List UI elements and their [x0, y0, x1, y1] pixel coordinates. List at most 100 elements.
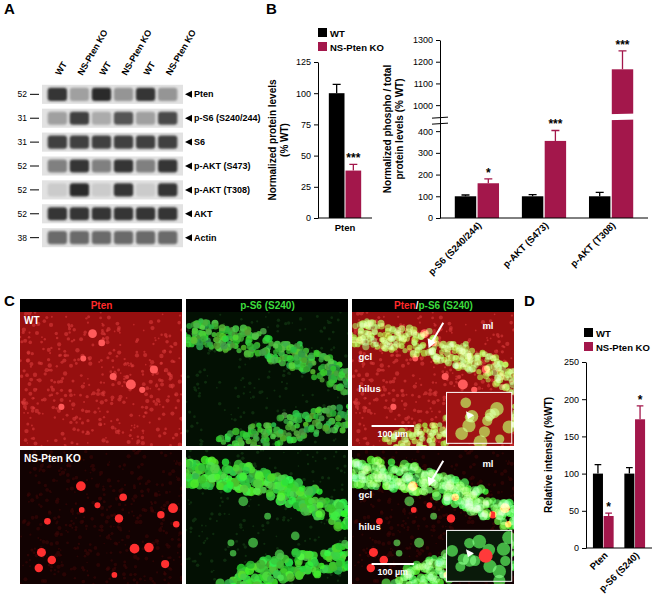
speckle [149, 421, 151, 423]
speckle [413, 421, 416, 424]
bar [522, 196, 543, 218]
cell [358, 328, 365, 335]
speckle [180, 329, 182, 332]
speckle [111, 383, 114, 386]
speckle [167, 371, 171, 375]
cell [230, 343, 235, 348]
mw-tick [30, 166, 39, 167]
cell [232, 325, 239, 332]
speckle [122, 431, 124, 433]
speckle [170, 345, 173, 348]
speckle [115, 322, 119, 326]
cell [278, 429, 283, 434]
speckle [77, 428, 80, 431]
speckle [162, 412, 166, 416]
speckle [442, 396, 446, 400]
speckle [417, 317, 419, 319]
cell [245, 329, 251, 335]
speckle [316, 315, 319, 318]
speckle [75, 348, 79, 352]
speckle [69, 400, 71, 402]
speckle [24, 388, 27, 391]
speckle [79, 418, 82, 421]
speckle [130, 429, 132, 431]
speckle [47, 348, 51, 352]
row-arrow [185, 210, 192, 217]
speckle [164, 368, 168, 372]
speckle [267, 326, 269, 328]
speckle [112, 366, 114, 368]
cell [243, 433, 250, 440]
blot-band [70, 136, 89, 149]
blot-band [92, 207, 111, 220]
speckle [352, 375, 355, 378]
speckle [373, 445, 375, 446]
speckle [32, 437, 35, 440]
significance: *** [548, 117, 562, 131]
speckle [60, 389, 63, 392]
speckle [430, 418, 433, 421]
tick-label: 75 [301, 120, 311, 130]
speckle [446, 331, 448, 333]
speckle [110, 420, 112, 422]
speckle [330, 322, 332, 324]
axis-line [586, 363, 587, 549]
tick-mark [314, 187, 318, 188]
speckle [361, 378, 365, 382]
speckle [432, 400, 436, 404]
speckle [96, 392, 100, 396]
speckle [77, 358, 80, 361]
mw-label: 52 [18, 161, 28, 171]
cell [236, 348, 241, 353]
speckle [411, 418, 414, 421]
cell [211, 332, 216, 337]
speckle [284, 322, 287, 325]
axis-break [432, 113, 649, 124]
speckle [97, 389, 100, 392]
speckle [69, 421, 72, 424]
blot-band [48, 231, 67, 244]
speckle [218, 381, 221, 384]
speckle [154, 337, 156, 339]
speckle [44, 368, 48, 372]
speckle [337, 397, 339, 399]
speckle [27, 412, 29, 414]
speckle [79, 394, 82, 397]
speckle [511, 314, 513, 316]
speckle [114, 371, 116, 373]
cell [324, 408, 330, 414]
column-header-part: p-S6 (S240) [418, 300, 472, 311]
speckle [131, 425, 133, 427]
speckle [167, 395, 170, 398]
cell [480, 351, 486, 357]
blot-strip [42, 228, 183, 247]
speckle [164, 350, 166, 352]
speckle [114, 428, 116, 430]
speckle [379, 358, 382, 361]
tick: 25 [301, 182, 318, 192]
cell [385, 324, 392, 331]
tick: 100 [418, 192, 440, 202]
speckle [265, 316, 267, 318]
tick-mark [314, 62, 318, 63]
speckle [66, 354, 69, 357]
speckle [117, 368, 120, 371]
speckle [143, 351, 145, 353]
speckle [282, 409, 285, 412]
speckle [53, 381, 56, 384]
speckle [95, 400, 98, 403]
speckle [160, 334, 162, 336]
speckle [110, 396, 114, 400]
mw-tick [30, 118, 39, 119]
speckle [32, 428, 35, 431]
speckle [198, 387, 200, 389]
speckle [23, 412, 25, 414]
tick-mark [582, 362, 586, 363]
cell [399, 334, 405, 340]
micrograph-panel: Ptenp-S6 (S240)Pten/p-S6 (S240)WTmlgclhi… [19, 299, 529, 601]
speckle [356, 312, 360, 316]
speckle [106, 410, 109, 413]
cell [98, 340, 105, 347]
speckle [355, 412, 357, 414]
blot-band [70, 159, 89, 172]
